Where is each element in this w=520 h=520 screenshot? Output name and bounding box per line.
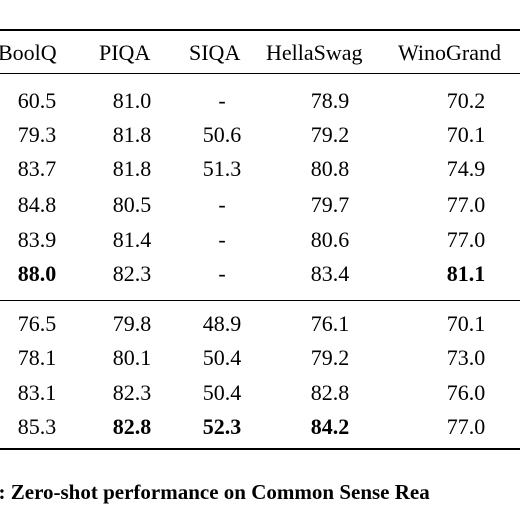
cell-boolq: 76.5: [17, 311, 57, 336]
cell-hellaswag: 80.6: [310, 227, 350, 252]
cell-siqa: 48.9: [202, 311, 242, 336]
table-bottom-rule: [0, 448, 520, 450]
cell-hellaswag: 79.2: [310, 122, 350, 147]
cell-winogrande: 70.2: [446, 88, 486, 113]
cell-boolq: 83.9: [17, 227, 57, 252]
cell-winogrande: 70.1: [446, 122, 486, 147]
cell-boolq: 60.5: [17, 88, 57, 113]
cell-piqa: 81.8: [112, 122, 152, 147]
cell-hellaswag: 84.2: [310, 414, 350, 439]
cell-hellaswag: 80.8: [310, 156, 350, 181]
cell-boolq: 79.3: [17, 122, 57, 147]
cell-piqa: 82.3: [112, 261, 152, 286]
cell-winogrande: 73.0: [446, 345, 486, 370]
cell-winogrande: 70.1: [446, 311, 486, 336]
cell-siqa: 52.3: [202, 414, 242, 439]
cell-winogrande: 77.0: [446, 192, 486, 217]
cell-piqa: 80.1: [112, 345, 152, 370]
cell-siqa: 50.4: [202, 380, 242, 405]
cell-siqa: 51.3: [202, 156, 242, 181]
table-group-separator: [0, 300, 520, 301]
table-header-rule: [0, 73, 520, 74]
header-piqa: PIQA: [99, 40, 151, 65]
cell-hellaswag: 79.2: [310, 345, 350, 370]
cell-winogrande: 81.1: [446, 261, 486, 286]
cell-winogrande: 76.0: [446, 380, 486, 405]
cell-boolq: 83.1: [17, 380, 57, 405]
cell-hellaswag: 82.8: [310, 380, 350, 405]
cell-boolq: 85.3: [17, 414, 57, 439]
cell-boolq: 88.0: [17, 261, 57, 286]
cell-siqa: 50.6: [202, 122, 242, 147]
caption-label: 3:: [0, 480, 6, 504]
cell-boolq: 83.7: [17, 156, 57, 181]
table-top-rule: [0, 29, 520, 31]
cell-siqa: -: [218, 192, 226, 217]
cell-boolq: 78.1: [17, 345, 57, 370]
cell-hellaswag: 78.9: [310, 88, 350, 113]
cell-boolq: 84.8: [17, 192, 57, 217]
cell-siqa: -: [218, 88, 226, 113]
cell-piqa: 80.5: [112, 192, 152, 217]
cell-siqa: -: [218, 227, 226, 252]
header-siqa: SIQA: [189, 40, 241, 65]
cell-winogrande: 74.9: [446, 156, 486, 181]
cell-piqa: 82.3: [112, 380, 152, 405]
cell-siqa: 50.4: [202, 345, 242, 370]
table-caption: 3: Zero-shot performance on Common Sense…: [0, 479, 430, 505]
cell-hellaswag: 83.4: [310, 261, 350, 286]
cell-piqa: 81.0: [112, 88, 152, 113]
header-winogrande: WinoGrand: [398, 40, 501, 65]
cell-winogrande: 77.0: [446, 414, 486, 439]
cell-siqa: -: [218, 261, 226, 286]
cell-piqa: 81.4: [112, 227, 152, 252]
header-boolq: BoolQ: [0, 40, 57, 65]
cell-hellaswag: 79.7: [310, 192, 350, 217]
header-hellaswag: HellaSwag: [266, 40, 363, 65]
caption-text: Zero-shot performance on Common Sense Re…: [10, 480, 430, 504]
cell-piqa: 81.8: [112, 156, 152, 181]
cell-hellaswag: 76.1: [310, 311, 350, 336]
cell-piqa: 79.8: [112, 311, 152, 336]
cell-winogrande: 77.0: [446, 227, 486, 252]
cell-piqa: 82.8: [112, 414, 152, 439]
